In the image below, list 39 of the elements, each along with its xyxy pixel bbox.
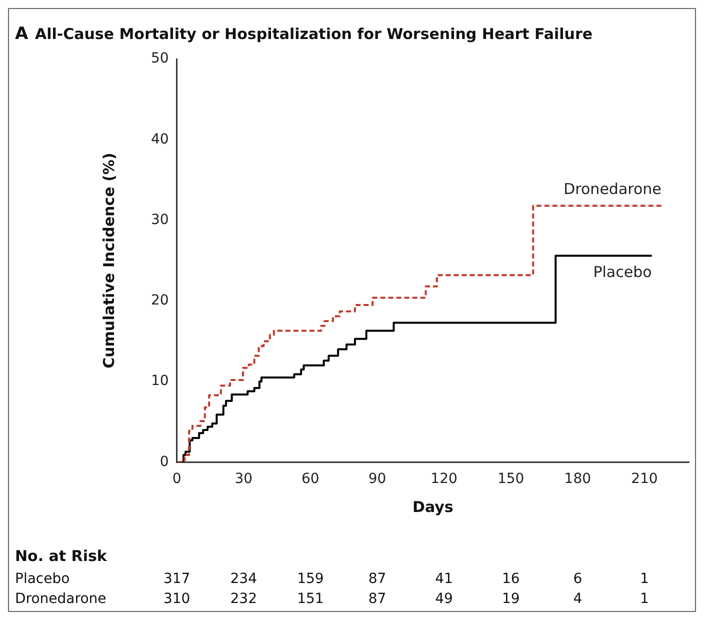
text: Placebo [15,571,70,587]
text: A [15,24,29,44]
text: Dronedarone [15,591,106,607]
text: 1 [640,591,649,607]
text: 317 [163,571,190,587]
chart-title: All-Cause Mortality or Hospitalization for Worsening Heart Failure [35,25,593,43]
text: 159 [297,571,324,587]
y-tick-label: 50 [150,50,169,67]
x-tick-label: 120 [430,471,458,488]
text: 151 [297,591,324,607]
x-tick-label: 210 [631,471,658,488]
y-tick-label: 20 [150,292,169,309]
text: 87 [368,571,386,587]
y-tick-label: 40 [150,131,169,148]
text: 232 [230,591,257,607]
x-tick-label: 60 [302,471,320,488]
x-axis-title: Days [412,498,454,516]
text: No. at Risk [15,547,108,565]
y-tick-label: 0 [160,454,169,470]
x-tick-label: 90 [368,471,386,488]
x-tick-label: 30 [234,471,253,488]
x-tick-label: 0 [172,471,182,488]
text: 1 [640,571,649,587]
text: 41 [435,571,453,587]
x-tick-label: 150 [497,471,524,488]
text: 4 [573,591,582,607]
text: 19 [502,591,520,607]
y-axis-title: Cumulative Incidence (%) [100,152,118,368]
text: 87 [368,591,386,607]
series-label: Placebo [593,263,652,282]
x-tick-label: 180 [564,471,592,488]
text: 6 [573,571,582,587]
text: 49 [435,591,453,607]
text: 310 [163,591,190,607]
y-tick-label: 10 [150,373,169,390]
series-label: Dronedarone [564,180,662,198]
y-tick-label: 30 [150,212,169,228]
text: 16 [502,571,520,587]
text: 234 [230,571,258,587]
